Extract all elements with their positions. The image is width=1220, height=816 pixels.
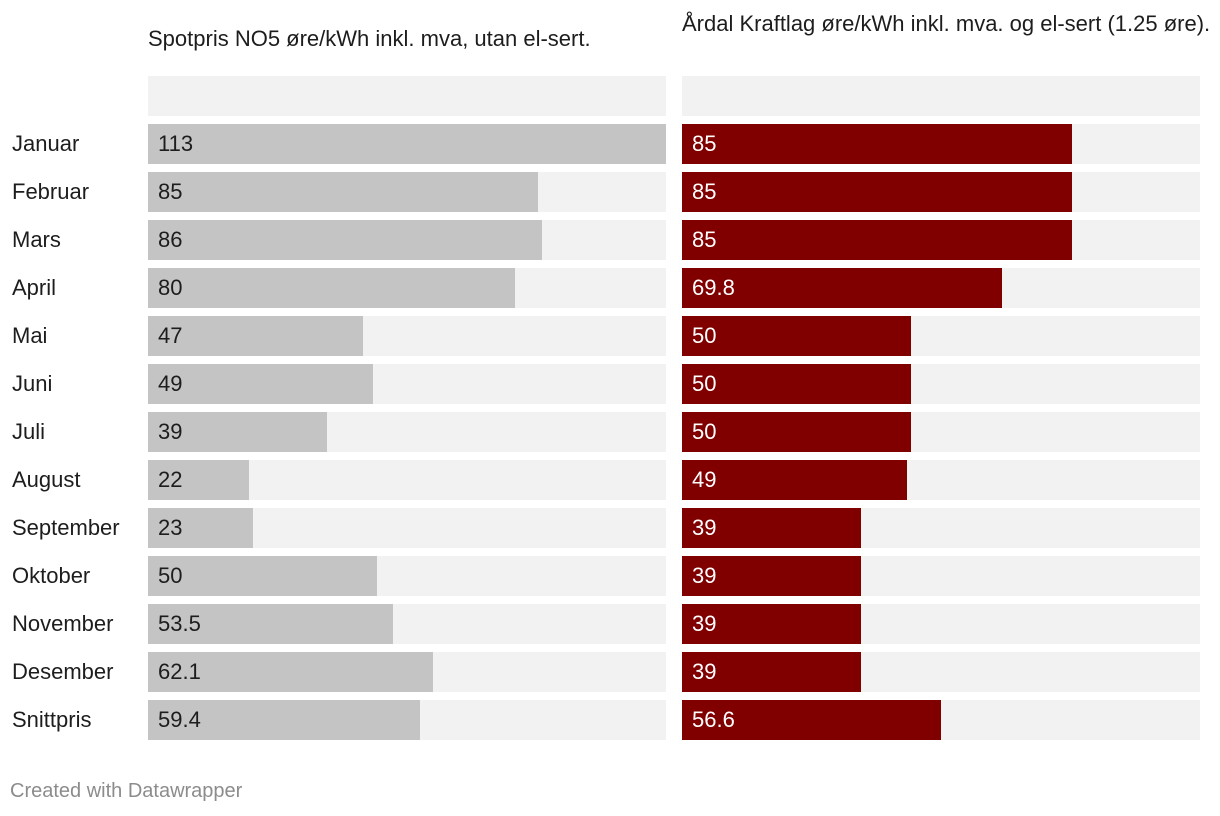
bar	[682, 604, 861, 644]
bar	[148, 316, 363, 356]
bar	[148, 220, 542, 260]
category-label: Mars	[12, 227, 61, 252]
bar-track: 50	[682, 412, 1200, 452]
bar-track: 113	[148, 124, 666, 164]
bar-track: 49	[682, 460, 1200, 500]
bar	[682, 172, 1072, 212]
category-label: Juli	[12, 419, 46, 444]
bar-track: 50	[682, 364, 1200, 404]
bar	[682, 124, 1072, 164]
category-label: Februar	[12, 179, 90, 204]
bar-track: 86	[148, 220, 666, 260]
bar-track: 80	[148, 268, 666, 308]
bar-track: 50	[148, 556, 666, 596]
bar-value-label: 39	[158, 419, 183, 444]
bar	[682, 364, 911, 404]
bar-value-label: 113	[158, 131, 194, 156]
category-label: Snittpris	[12, 707, 92, 732]
bar-track: 49	[148, 364, 666, 404]
bar	[148, 604, 393, 644]
bar-value-label: 49	[158, 371, 183, 396]
bar-value-label: 50	[158, 563, 183, 588]
bar-value-label: 39	[692, 515, 717, 540]
bar	[148, 460, 249, 500]
bar-value-label: 59.4	[158, 707, 201, 732]
bar	[682, 652, 861, 692]
bar	[148, 268, 515, 308]
bar-track: 85	[682, 220, 1200, 260]
column-header-spotpris: Spotpris NO5 øre/kWh inkl. mva, utan el-…	[148, 26, 591, 51]
bar	[148, 700, 420, 740]
column-header-ardal-kraftlag: Årdal Kraftlag øre/kWh inkl. mva. og el-…	[682, 11, 1211, 36]
category-label: September	[12, 515, 120, 540]
header-spacer-left	[148, 76, 666, 116]
bar	[682, 700, 941, 740]
bar	[682, 460, 907, 500]
bar	[682, 508, 861, 548]
bar	[148, 364, 373, 404]
category-label: Oktober	[12, 563, 91, 588]
category-label: November	[12, 611, 114, 636]
bar-track: 85	[682, 172, 1200, 212]
bar-value-label: 47	[158, 323, 183, 348]
bar-value-label: 22	[158, 467, 183, 492]
bar	[148, 556, 377, 596]
bar-value-label: 56.6	[692, 707, 735, 732]
bar-track: 47	[148, 316, 666, 356]
bar-value-label: 86	[158, 227, 183, 252]
bar-value-label: 85	[692, 131, 717, 156]
bar-value-label: 50	[692, 419, 717, 444]
bar-value-label: 62.1	[158, 659, 201, 684]
bar	[148, 652, 433, 692]
bar-track: 39	[682, 604, 1200, 644]
bar	[148, 412, 327, 452]
bar-track: 39	[682, 556, 1200, 596]
bar-track: 50	[682, 316, 1200, 356]
category-label: Januar	[12, 131, 80, 156]
category-label: Mai	[12, 323, 48, 348]
category-label: Desember	[12, 659, 114, 684]
bar-track: 39	[682, 508, 1200, 548]
bar-track: 53.5	[148, 604, 666, 644]
bar-value-label: 85	[158, 179, 183, 204]
bar	[148, 508, 253, 548]
chart-credit: Created with Datawrapper	[10, 780, 243, 802]
bar	[682, 412, 911, 452]
bar-track: 85	[682, 124, 1200, 164]
bar-value-label: 50	[692, 371, 717, 396]
bar-track: 23	[148, 508, 666, 548]
bar-value-label: 49	[692, 467, 717, 492]
bar-value-label: 53.5	[158, 611, 201, 636]
bar	[682, 556, 861, 596]
bar-value-label: 85	[692, 227, 717, 252]
bar-value-label: 80	[158, 275, 183, 300]
bar-value-label: 50	[692, 323, 717, 348]
bar	[148, 172, 538, 212]
category-label: Juni	[12, 371, 53, 396]
category-label: April	[12, 275, 57, 300]
bar-track: 22	[148, 460, 666, 500]
bar-value-label: 23	[158, 515, 183, 540]
bar	[682, 268, 1002, 308]
bar-track: 39	[682, 652, 1200, 692]
bar-value-label: 39	[692, 659, 717, 684]
header-spacer-right	[682, 76, 1200, 116]
bar-value-label: 69.8	[692, 275, 735, 300]
bar-value-label: 39	[692, 563, 717, 588]
bar-value-label: 39	[692, 611, 717, 636]
category-label: August	[12, 467, 81, 492]
bar-track: 85	[148, 172, 666, 212]
bar-track: 62.1	[148, 652, 666, 692]
bar	[682, 220, 1072, 260]
bar-track: 69.8	[682, 268, 1200, 308]
bar-track: 39	[148, 412, 666, 452]
bar-track: 59.4	[148, 700, 666, 740]
bar	[148, 124, 666, 164]
bar-value-label: 85	[692, 179, 717, 204]
bar-track: 56.6	[682, 700, 1200, 740]
bar	[682, 316, 911, 356]
